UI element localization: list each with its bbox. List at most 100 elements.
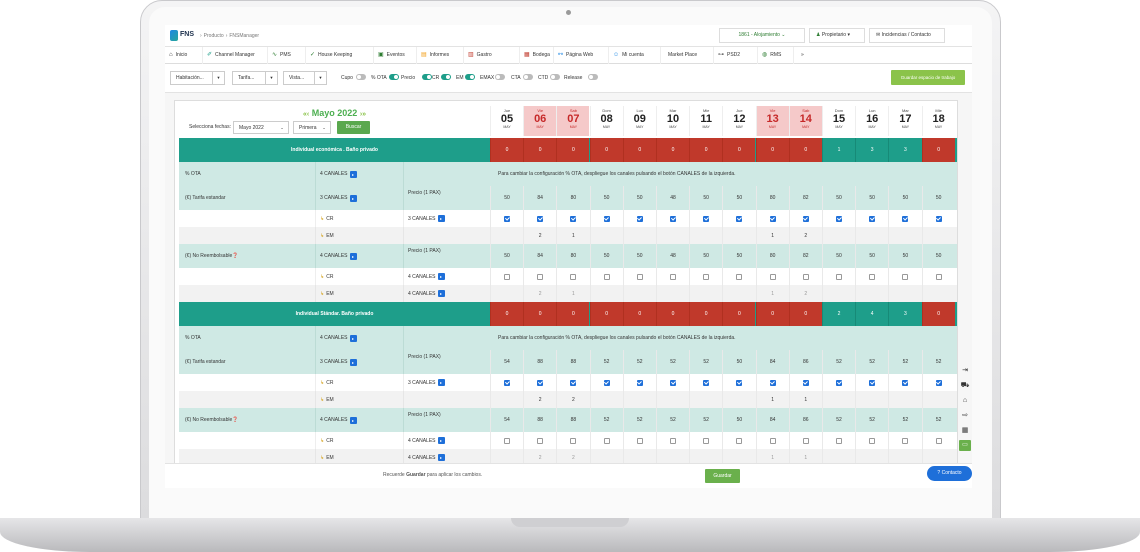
day-cell[interactable] (921, 285, 955, 302)
day-cell[interactable]: 0 (622, 138, 656, 162)
day-cell[interactable] (855, 449, 888, 466)
day-cell[interactable]: 0 (921, 138, 955, 162)
cr-checkbox[interactable] (935, 273, 942, 280)
day-cell[interactable]: 2 (523, 227, 556, 244)
day-cell[interactable]: 88 (523, 350, 556, 374)
toggle-switch[interactable] (465, 74, 475, 80)
nav-item[interactable]: ☺ Mi cuenta (609, 47, 661, 64)
day-cell[interactable] (888, 285, 921, 302)
cr-checkbox[interactable] (769, 437, 776, 444)
day-cell[interactable] (589, 227, 623, 244)
em-channels[interactable]: 4 CANALES ▸ (403, 449, 490, 466)
channels-expand-icon[interactable]: ▸ (349, 334, 357, 342)
day-cell[interactable]: 50 (589, 244, 623, 268)
day-cell[interactable] (589, 449, 623, 466)
day-cell[interactable]: 86 (788, 350, 822, 374)
day-cell[interactable]: 1 (755, 227, 789, 244)
day-cell[interactable]: 52 (888, 350, 921, 374)
day-cell[interactable]: 0 (589, 302, 623, 326)
crumb-producto[interactable]: Producto (203, 33, 224, 39)
cr-checkbox[interactable] (869, 379, 876, 386)
info-icon[interactable]: ❓ (232, 417, 239, 423)
day-cell[interactable]: 0 (490, 302, 523, 326)
cr-checkbox[interactable] (769, 379, 776, 386)
day-cell[interactable]: 52 (822, 408, 855, 432)
day-cell[interactable]: 54 (490, 408, 523, 432)
day-cell[interactable]: 3 (888, 302, 922, 326)
cr-checkbox[interactable] (836, 273, 842, 280)
channels-expand-icon[interactable]: ▸ (437, 437, 445, 444)
day-cell[interactable]: 0 (490, 138, 523, 162)
day-cell[interactable] (888, 391, 921, 408)
day-cell[interactable] (722, 227, 755, 244)
toggle-switch[interactable] (389, 74, 399, 80)
cr-checkbox[interactable] (570, 215, 577, 222)
day-cell[interactable] (589, 391, 623, 408)
day-cell[interactable]: 50 (689, 244, 722, 268)
day-cell[interactable] (622, 285, 656, 302)
day-cell[interactable] (656, 285, 689, 302)
nav-item[interactable]: ⌂ Inicio (165, 47, 203, 64)
rate-channels[interactable]: 3 CANALES ▸ (315, 350, 403, 374)
save-button[interactable]: Guardar (705, 469, 740, 483)
cr-checkbox[interactable] (570, 273, 577, 280)
channels-expand-icon[interactable]: ▸ (349, 416, 357, 424)
cr-checkbox[interactable] (537, 215, 544, 222)
day-cell[interactable]: 50 (855, 186, 888, 210)
day-cell[interactable]: 88 (523, 408, 556, 432)
day-cell[interactable]: 1 (822, 138, 855, 162)
day-cell[interactable]: 0 (788, 302, 822, 326)
day-cell[interactable]: 52 (855, 350, 888, 374)
day-cell[interactable]: 80 (755, 186, 789, 210)
cr-checkbox[interactable] (703, 379, 710, 386)
search-button[interactable]: Buscar (337, 121, 370, 134)
day-cell[interactable]: 52 (622, 350, 656, 374)
em-channels[interactable] (403, 227, 490, 244)
day-cell[interactable]: 0 (523, 302, 557, 326)
period-select[interactable]: Primera ⌄ (293, 121, 331, 134)
ota-channels[interactable]: 4 CANALES ▸ (315, 326, 403, 350)
day-cell[interactable]: 0 (689, 302, 723, 326)
day-cell[interactable]: 50 (722, 186, 755, 210)
day-cell[interactable]: 50 (622, 186, 656, 210)
cr-checkbox[interactable] (869, 273, 876, 280)
logout-icon[interactable]: ⇨ (962, 412, 968, 419)
fns-logo[interactable]: FNS (170, 29, 200, 43)
day-cell[interactable]: 1 (755, 391, 789, 408)
day-cell[interactable]: 50 (722, 350, 755, 374)
day-cell[interactable]: 52 (855, 408, 888, 432)
cr-checkbox[interactable] (703, 437, 710, 444)
day-cell[interactable]: 3 (855, 138, 889, 162)
channels-expand-icon[interactable]: ▸ (349, 194, 357, 202)
day-cell[interactable]: 1 (788, 391, 822, 408)
cr-checkbox[interactable] (537, 379, 544, 386)
day-cell[interactable]: 52 (921, 350, 955, 374)
day-cell[interactable] (656, 227, 689, 244)
day-cell[interactable]: 2 (523, 449, 556, 466)
incidents-button[interactable]: ✉ Incidencias / Contacto (869, 28, 945, 43)
cr-checkbox[interactable] (736, 379, 743, 386)
prev-year-icon[interactable]: « (303, 111, 307, 118)
nav-item[interactable]: ⚯ Página Web (554, 47, 609, 64)
nav-item[interactable]: Market Place (661, 47, 714, 64)
day-cell[interactable]: 0 (656, 302, 689, 326)
cr-checkbox[interactable] (736, 437, 743, 444)
cr-checkbox[interactable] (935, 379, 942, 386)
day-cell[interactable]: 80 (556, 186, 589, 210)
day-cell[interactable]: 1 (556, 285, 589, 302)
cr-checkbox[interactable] (935, 437, 942, 444)
day-cell[interactable] (888, 227, 921, 244)
next-month-icon[interactable]: › (359, 111, 363, 118)
channels-expand-icon[interactable]: ▸ (437, 215, 445, 222)
day-cell[interactable]: 0 (656, 138, 689, 162)
day-cell[interactable] (622, 391, 656, 408)
cr-checkbox[interactable] (736, 215, 743, 222)
day-cell[interactable]: 50 (822, 186, 855, 210)
cr-checkbox[interactable] (902, 379, 909, 386)
toggle-switch[interactable] (550, 74, 560, 80)
day-cell[interactable] (622, 227, 656, 244)
channels-expand-icon[interactable]: ▸ (349, 252, 357, 260)
cr-checkbox[interactable] (603, 273, 610, 280)
day-cell[interactable]: 0 (622, 302, 656, 326)
nav-item[interactable]: ✓ House Keeping (306, 47, 374, 64)
